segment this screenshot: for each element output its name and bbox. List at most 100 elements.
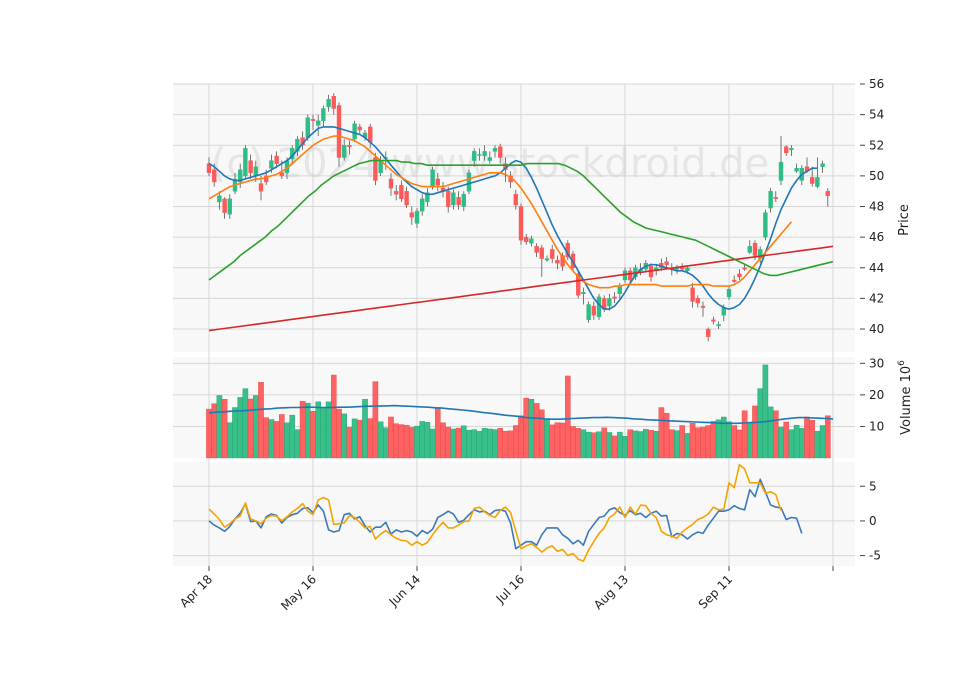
volume-bar: [346, 427, 353, 459]
candle-body: [695, 298, 700, 304]
volume-bar: [226, 422, 233, 459]
volume-bar: [539, 409, 545, 459]
candle-body: [342, 145, 347, 158]
price-y-tick-label: 46: [869, 230, 884, 244]
volume-bar: [325, 401, 332, 459]
candle-body: [394, 190, 399, 195]
candle-body: [482, 151, 487, 157]
price-y-tick-label: 48: [869, 200, 884, 214]
candle-body: [446, 190, 451, 207]
candle-body: [742, 267, 747, 270]
volume-bar: [637, 431, 644, 459]
volume-bar: [206, 408, 212, 459]
candle-body: [477, 154, 482, 156]
candle-body: [622, 270, 628, 281]
volume-bar: [736, 429, 743, 459]
macd-y-tick-label: 0: [869, 514, 877, 528]
candle-body: [399, 184, 404, 200]
volume-bar: [799, 428, 805, 459]
price-y-tick-label: 50: [869, 169, 884, 183]
x-tick-label: Jul 16: [493, 572, 527, 606]
x-tick-label: Aug 13: [591, 572, 631, 612]
candle-body: [357, 126, 362, 131]
volume-bar: [294, 429, 301, 459]
candle-body: [227, 198, 233, 215]
volume-bar: [747, 423, 753, 459]
candle-body: [253, 166, 259, 177]
line-ma_fast: [208, 126, 818, 310]
volume-bar: [367, 418, 374, 459]
candle-body: [414, 210, 420, 224]
candle-body: [316, 120, 321, 126]
candle-body: [295, 138, 300, 152]
volume-bar: [778, 426, 784, 459]
candle-body: [420, 198, 425, 212]
volume-bar: [684, 433, 691, 459]
candle-body: [243, 148, 248, 177]
volume-bar: [362, 399, 368, 459]
candle-body: [685, 267, 690, 272]
volume-bar: [705, 425, 711, 459]
volume-bar: [549, 424, 555, 459]
volume-bar: [315, 401, 322, 459]
volume-bar: [710, 421, 717, 459]
watermark-text: (c) 2024 www.stockdroid.de: [211, 141, 769, 187]
volume-bar: [263, 417, 270, 459]
volume-bar: [320, 407, 327, 459]
candle-body: [773, 197, 778, 200]
volume-bar: [632, 430, 639, 459]
price-y-tick-label: 52: [869, 138, 884, 152]
price-y-tick-label: 44: [869, 261, 884, 275]
candle-body: [747, 246, 752, 253]
candle-body: [550, 249, 555, 259]
volume-bar: [695, 427, 701, 459]
candle-body: [794, 168, 799, 172]
volume-bar: [336, 408, 342, 459]
volume-bar: [310, 411, 316, 459]
line-ma_long: [208, 245, 834, 332]
volume-bar: [476, 430, 483, 459]
volume-bar: [305, 402, 311, 459]
volume-bar: [497, 428, 504, 459]
volume-bar: [752, 405, 758, 459]
volume-bar: [627, 429, 633, 459]
volume-bar: [669, 429, 675, 459]
volume-bar: [450, 428, 457, 459]
volume-bar: [502, 430, 509, 459]
candle-body: [628, 270, 633, 281]
volume-bar: [648, 430, 654, 459]
candle-body: [810, 177, 815, 184]
volume-bar: [252, 395, 259, 459]
candle-body: [456, 197, 461, 206]
price-axis-title: Price: [897, 204, 912, 236]
x-tick-label: Sep 11: [696, 572, 735, 611]
volume-bar: [279, 414, 285, 459]
volume-bar: [518, 415, 524, 459]
candle-body: [409, 212, 414, 218]
candle-body: [524, 236, 529, 242]
candle-body: [737, 273, 742, 278]
volume-bar: [424, 422, 431, 459]
volume-bar: [788, 429, 795, 459]
candle-body: [466, 172, 472, 192]
candle-body: [310, 119, 316, 121]
volume-bar: [513, 425, 519, 459]
volume-bar: [258, 382, 264, 459]
candle-body: [274, 155, 279, 164]
x-tick-label: May 16: [278, 572, 319, 613]
volume-bar: [492, 429, 498, 459]
candle-body: [404, 190, 409, 206]
volume-bar: [653, 430, 659, 459]
volume-bar: [679, 425, 685, 459]
volume-bar: [554, 422, 561, 459]
candle-body: [700, 305, 706, 308]
volume-bar: [341, 413, 348, 459]
candle-body: [529, 238, 534, 244]
volume-bars: [206, 364, 831, 459]
x-tick-label: Apr 18: [177, 572, 215, 610]
candle-body: [544, 258, 550, 261]
volume-bar: [299, 400, 306, 459]
volume-bar: [814, 430, 821, 459]
price-y-tick-label: 54: [869, 108, 884, 122]
volume-axis-title-exponent: 6: [897, 360, 907, 366]
